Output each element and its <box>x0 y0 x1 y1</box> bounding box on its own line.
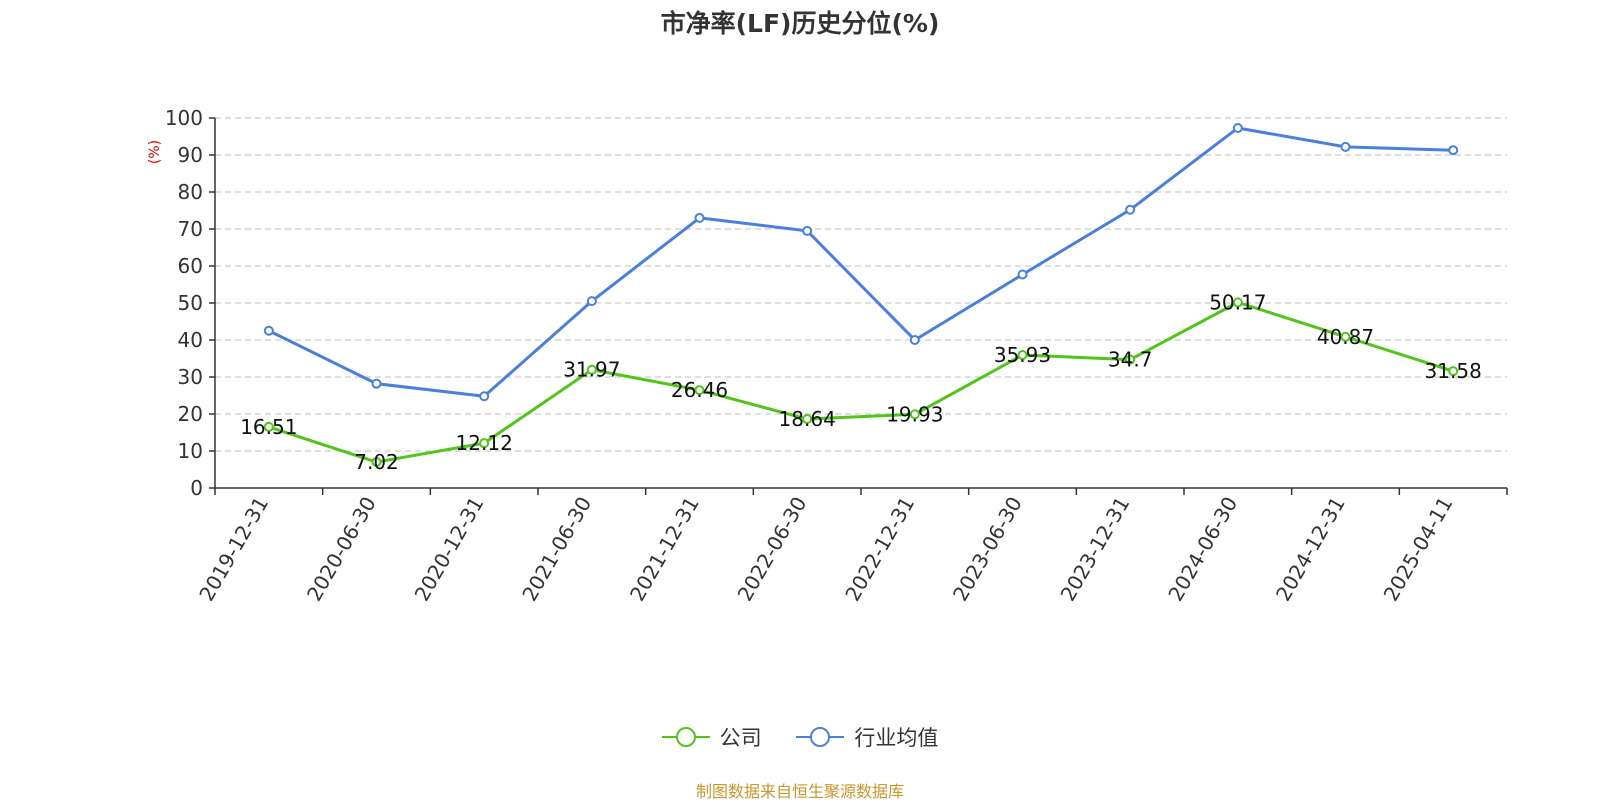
x-tick-label: 2021-12-31 <box>625 493 704 606</box>
x-tick-label: 2025-04-11 <box>1379 493 1458 606</box>
data-source-note: 制图数据来自恒生聚源数据库 <box>695 782 904 801</box>
data-point <box>694 212 705 223</box>
y-tick-label: 50 <box>178 291 203 315</box>
data-point <box>1340 331 1351 342</box>
data-point <box>1340 141 1351 152</box>
data-label: 50.17 <box>1209 290 1266 314</box>
legend-label-industry-average: 行业均值 <box>854 726 939 750</box>
series-line <box>268 126 1454 398</box>
data-label: 18.64 <box>779 407 836 431</box>
data-point <box>263 421 274 432</box>
x-tick-label: 2023-12-31 <box>1056 493 1135 606</box>
data-point <box>1232 297 1243 308</box>
x-tick-label: 2020-06-30 <box>302 493 381 606</box>
chart-title: 市净率(LF)历史分位(%) <box>660 9 940 38</box>
legend: 公司 行业均值 <box>0 722 1600 754</box>
data-label: 12.12 <box>456 431 513 455</box>
y-tick-label: 20 <box>178 402 203 426</box>
data-point <box>802 225 813 236</box>
y-tick-label: 10 <box>178 439 203 463</box>
data-label: 31.58 <box>1425 359 1482 383</box>
x-tick-label: 2022-12-31 <box>840 492 919 605</box>
data-label: 26.46 <box>671 378 728 402</box>
legend-item-industry-average[interactable]: 行业均值 <box>796 722 938 752</box>
y-tick-label: 100 <box>165 106 203 130</box>
data-point <box>263 325 274 336</box>
data-point <box>586 364 597 375</box>
y-tick-label: 60 <box>178 254 203 278</box>
data-label: 35.93 <box>994 343 1051 367</box>
y-tick-label: 90 <box>178 143 203 167</box>
x-tick-label: 2020-12-31 <box>410 492 489 605</box>
data-label: 31.97 <box>563 358 620 382</box>
legend-marker-industry-icon <box>796 727 845 747</box>
data-labels: 16.51 7.02 12.12 31.97 26.46 18.64 19.93 35.93 3… <box>240 290 1482 474</box>
legend-label-company: 公司 <box>719 726 762 750</box>
data-point <box>479 438 490 449</box>
x-tick-label: 2023-06-30 <box>948 493 1027 606</box>
data-point <box>802 414 813 425</box>
data-label: 7.02 <box>354 450 399 474</box>
axes: 0 10 20 30 40 50 60 70 80 90 100(%) 2019-12-31 2020-… <box>147 106 1508 606</box>
data-point <box>1448 366 1459 377</box>
data-point <box>909 335 920 345</box>
data-point <box>1125 204 1136 215</box>
grid-lines <box>215 117 1507 452</box>
data-point <box>1448 145 1459 156</box>
y-tick-label: 0 <box>190 476 203 500</box>
data-point <box>586 296 597 307</box>
data-point <box>1125 354 1136 365</box>
y-axis-label: (%) <box>147 140 163 164</box>
data-point <box>479 391 490 402</box>
data-point <box>1017 269 1028 280</box>
y-tick-label: 30 <box>178 365 203 389</box>
x-tick-label: 2024-12-31 <box>1271 493 1350 606</box>
x-tick-label: 2019-12-31 <box>194 493 273 606</box>
y-tick-label: 80 <box>178 180 203 204</box>
x-tick-label: 2024-06-30 <box>1163 493 1242 606</box>
series-lines <box>263 122 1459 468</box>
data-point <box>1017 350 1028 361</box>
y-tick-label: 70 <box>178 217 203 241</box>
data-point <box>1232 122 1243 133</box>
data-label: 19.93 <box>886 402 943 426</box>
legend-item-company[interactable]: 公司 <box>661 722 762 752</box>
data-label: 16.51 <box>240 415 297 439</box>
data-point <box>694 385 705 396</box>
data-point <box>909 409 920 420</box>
series-line <box>268 300 1454 464</box>
data-label: 34.7 <box>1108 348 1153 372</box>
legend-marker-company-icon <box>661 727 710 747</box>
data-label: 40.87 <box>1317 325 1374 349</box>
x-tick-label: 2021-06-30 <box>517 493 596 606</box>
data-point <box>371 457 382 468</box>
data-point <box>371 378 382 389</box>
y-tick-label: 40 <box>178 328 203 352</box>
x-tick-label: 2022-06-30 <box>733 493 812 606</box>
